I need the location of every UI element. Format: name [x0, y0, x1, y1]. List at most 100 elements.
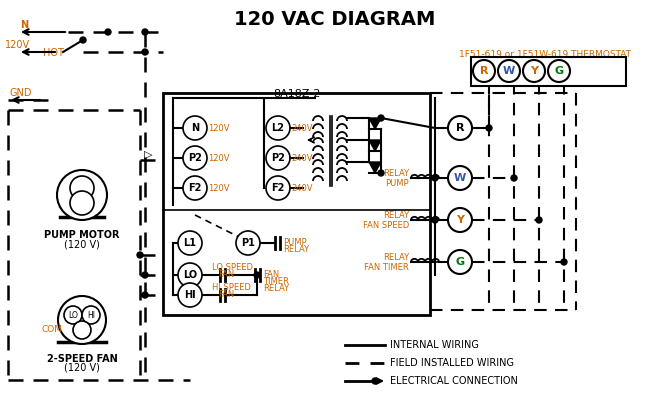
Text: 120V: 120V	[5, 40, 30, 50]
Circle shape	[266, 146, 290, 170]
Text: FAN: FAN	[218, 270, 234, 279]
Circle shape	[432, 175, 438, 181]
Circle shape	[105, 29, 111, 35]
Text: G: G	[555, 66, 563, 76]
Text: LO: LO	[68, 310, 78, 320]
Circle shape	[448, 250, 472, 274]
Text: P2: P2	[271, 153, 285, 163]
Circle shape	[137, 252, 143, 258]
Polygon shape	[369, 162, 381, 173]
Circle shape	[64, 306, 82, 324]
Circle shape	[183, 146, 207, 170]
Circle shape	[178, 283, 202, 307]
Text: FAN: FAN	[263, 270, 279, 279]
Circle shape	[254, 272, 260, 278]
Circle shape	[448, 116, 472, 140]
Text: W: W	[454, 173, 466, 183]
Text: P1: P1	[241, 238, 255, 248]
Circle shape	[266, 176, 290, 200]
Circle shape	[378, 170, 384, 176]
Circle shape	[473, 60, 495, 82]
Text: (120 V): (120 V)	[64, 363, 100, 373]
Circle shape	[142, 49, 148, 55]
Circle shape	[448, 208, 472, 232]
Text: N: N	[20, 20, 28, 30]
Circle shape	[523, 60, 545, 82]
Text: FAN TIMER: FAN TIMER	[364, 262, 409, 272]
Text: RELAY: RELAY	[383, 253, 409, 261]
Circle shape	[70, 176, 94, 200]
Text: GND: GND	[10, 88, 33, 98]
Text: PUMP: PUMP	[385, 178, 409, 187]
Text: 8A18Z-2: 8A18Z-2	[273, 89, 320, 99]
Circle shape	[548, 60, 570, 82]
Text: HOT: HOT	[43, 48, 64, 58]
Text: RELAY: RELAY	[383, 168, 409, 178]
Circle shape	[266, 116, 290, 140]
Polygon shape	[369, 140, 381, 151]
Text: 240V: 240V	[291, 124, 312, 132]
Text: LO: LO	[183, 270, 197, 280]
Text: Y: Y	[530, 66, 538, 76]
Text: INTERNAL WIRING: INTERNAL WIRING	[390, 340, 479, 350]
Text: ▷: ▷	[144, 150, 152, 160]
Circle shape	[511, 175, 517, 181]
Text: R: R	[456, 123, 464, 133]
Text: COM: COM	[42, 324, 63, 334]
Circle shape	[498, 60, 520, 82]
Polygon shape	[369, 118, 381, 129]
Bar	[163, 93, 430, 315]
Circle shape	[372, 378, 378, 384]
Text: 240V: 240V	[291, 184, 312, 192]
Text: RELAY: RELAY	[263, 284, 289, 293]
Circle shape	[236, 231, 260, 255]
Circle shape	[183, 116, 207, 140]
Circle shape	[57, 170, 107, 220]
Text: 1F51-619 or 1F51W-619 THERMOSTAT: 1F51-619 or 1F51W-619 THERMOSTAT	[459, 50, 631, 59]
Circle shape	[178, 231, 202, 255]
Text: LO SPEED: LO SPEED	[212, 263, 253, 272]
Text: PUMP: PUMP	[283, 238, 307, 247]
Circle shape	[142, 272, 148, 278]
Text: RELAY: RELAY	[383, 210, 409, 220]
Text: W: W	[503, 66, 515, 76]
Text: 2-SPEED FAN: 2-SPEED FAN	[47, 354, 117, 364]
Circle shape	[58, 296, 106, 344]
Circle shape	[142, 29, 148, 35]
Text: R: R	[480, 66, 488, 76]
Text: L1: L1	[184, 238, 196, 248]
Text: N: N	[191, 123, 199, 133]
Bar	[471, 57, 626, 86]
Circle shape	[73, 321, 91, 339]
Text: HI: HI	[184, 290, 196, 300]
Text: (120 V): (120 V)	[64, 239, 100, 249]
Circle shape	[142, 292, 148, 298]
Circle shape	[80, 37, 86, 43]
Text: Y: Y	[456, 215, 464, 225]
Text: G: G	[456, 257, 464, 267]
Circle shape	[183, 176, 207, 200]
Circle shape	[70, 191, 94, 215]
Text: 240V: 240V	[291, 153, 312, 163]
Circle shape	[448, 166, 472, 190]
Text: PUMP MOTOR: PUMP MOTOR	[44, 230, 120, 240]
Text: 120 VAC DIAGRAM: 120 VAC DIAGRAM	[234, 10, 436, 29]
Text: TIMER: TIMER	[263, 277, 289, 286]
Circle shape	[486, 125, 492, 131]
Text: 120V: 120V	[208, 124, 230, 132]
Text: F2: F2	[188, 183, 202, 193]
Text: ELECTRICAL CONNECTION: ELECTRICAL CONNECTION	[390, 376, 518, 386]
Text: P2: P2	[188, 153, 202, 163]
Circle shape	[82, 306, 100, 324]
Circle shape	[536, 217, 542, 223]
Text: 120V: 120V	[208, 153, 230, 163]
Text: FAN: FAN	[218, 290, 234, 299]
Text: HI: HI	[87, 310, 95, 320]
Circle shape	[561, 259, 567, 265]
Text: HI SPEED: HI SPEED	[212, 283, 251, 292]
Text: L2: L2	[271, 123, 285, 133]
Text: 120V: 120V	[208, 184, 230, 192]
Text: FAN SPEED: FAN SPEED	[362, 220, 409, 230]
Circle shape	[378, 115, 384, 121]
Circle shape	[432, 217, 438, 223]
